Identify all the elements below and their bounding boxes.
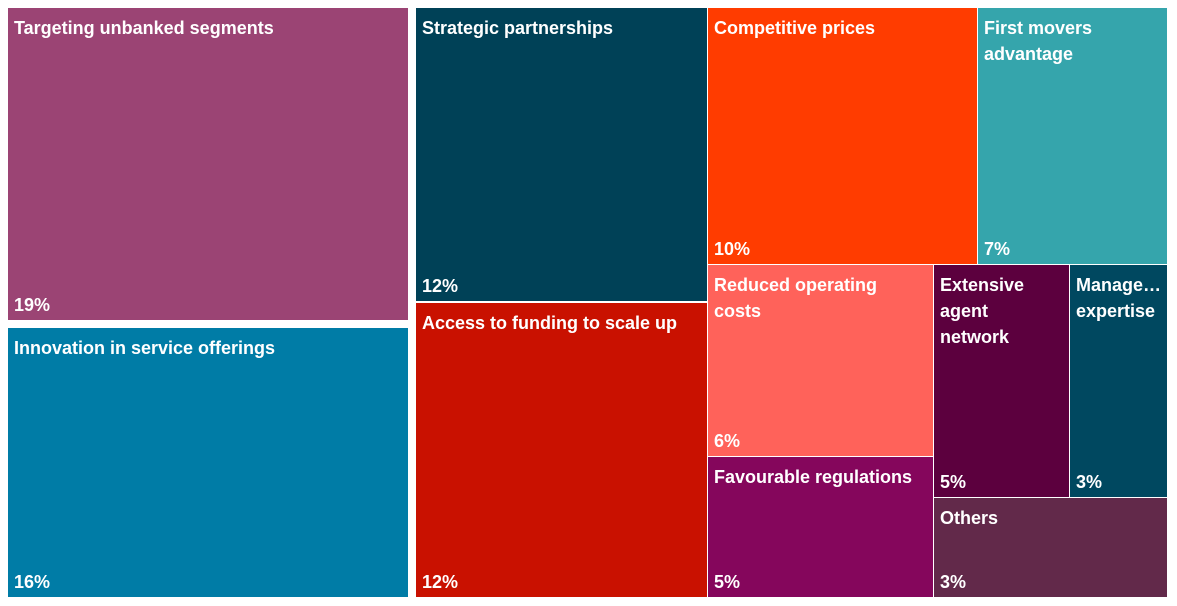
treemap-tile: Others 3%: [933, 497, 1168, 598]
treemap-tile: Strategic partnerships 12%: [415, 7, 708, 302]
treemap-tile: Manage… expertise 3%: [1069, 264, 1168, 498]
tile-value-label: 10%: [714, 239, 751, 259]
treemap-tile: Competitive prices 10%: [707, 7, 978, 265]
tile-label: Extensive agent network: [940, 275, 1025, 347]
treemap-tile: Favourable regulations 5%: [707, 456, 934, 598]
tile-value-label: 12%: [422, 276, 459, 296]
tile-label: Targeting unbanked segments: [14, 18, 274, 38]
treemap-tile: Targeting unbanked segments 19%: [7, 7, 409, 321]
tile-value-label: 3%: [940, 572, 967, 592]
tile-value-label: 6%: [714, 431, 741, 451]
tile-label: Strategic partnerships: [422, 18, 614, 38]
tile-label: Manage… expertise: [1076, 275, 1162, 321]
tile-label: Access to funding to scale up: [422, 313, 678, 333]
tile-label: Favourable regulations: [714, 467, 913, 487]
tile-value-label: 19%: [14, 295, 51, 315]
treemap-tile: Access to funding to scale up 12%: [415, 302, 708, 598]
treemap-tile: First movers advantage 7%: [977, 7, 1168, 265]
tile-value-label: 5%: [940, 472, 967, 492]
treemap-tile: Extensive agent network 5%: [933, 264, 1070, 498]
tile-label: Reduced operating costs: [714, 275, 878, 321]
treemap-tile: Reduced operating costs 6%: [707, 264, 934, 457]
treemap-tile: Innovation in service offerings 16%: [7, 327, 409, 598]
tile-value-label: 16%: [14, 572, 51, 592]
tile-value-label: 3%: [1076, 472, 1103, 492]
tile-label: Others: [940, 508, 999, 528]
tile-value-label: 12%: [422, 572, 459, 592]
tile-value-label: 7%: [984, 239, 1011, 259]
tile-label: First movers advantage: [984, 18, 1093, 64]
tile-label: Competitive prices: [714, 18, 876, 38]
tile-value-label: 5%: [714, 572, 741, 592]
tile-label: Innovation in service offerings: [14, 338, 276, 358]
